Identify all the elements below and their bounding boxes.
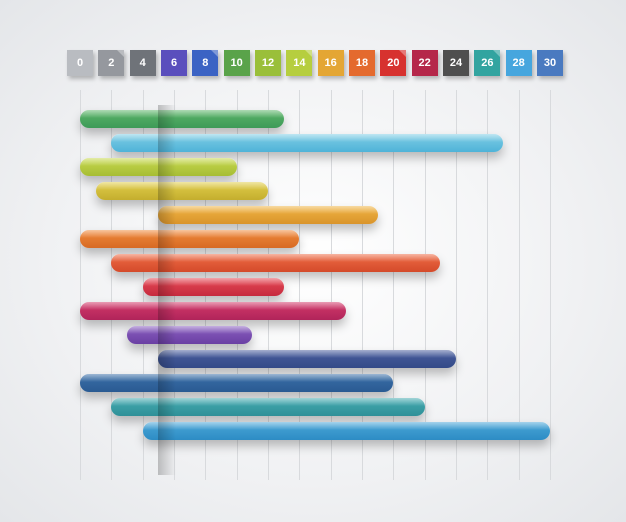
axis-tick-16: 16 [318, 50, 344, 76]
axis-tick-24: 24 [443, 50, 469, 76]
bar-5 [80, 230, 299, 248]
gantt-chart: 024681012141618202224262830 [80, 50, 550, 480]
bar-6 [111, 254, 440, 272]
bar-2 [80, 158, 237, 176]
axis-tick-14: 14 [286, 50, 312, 76]
axis-tick-18: 18 [349, 50, 375, 76]
axis-tick-20: 20 [380, 50, 406, 76]
bar-10 [158, 350, 456, 368]
bar-12 [111, 398, 424, 416]
bar-11 [80, 374, 393, 392]
axis-tick-26: 26 [474, 50, 500, 76]
axis-tick-2: 2 [98, 50, 124, 76]
bar-8 [80, 302, 346, 320]
bar-1 [111, 134, 503, 152]
axis-tick-22: 22 [412, 50, 438, 76]
axis-tick-0: 0 [67, 50, 93, 76]
bars-area [80, 110, 550, 470]
axis-tick-30: 30 [537, 50, 563, 76]
axis-tick-10: 10 [224, 50, 250, 76]
axis-tick-28: 28 [506, 50, 532, 76]
bar-9 [127, 326, 252, 344]
bar-7 [143, 278, 284, 296]
axis-tick-6: 6 [161, 50, 187, 76]
axis-tick-12: 12 [255, 50, 281, 76]
axis-tick-8: 8 [192, 50, 218, 76]
bar-4 [158, 206, 377, 224]
bar-3 [96, 182, 268, 200]
axis-tabs: 024681012141618202224262830 [80, 50, 550, 78]
gridline [550, 90, 551, 480]
bar-0 [80, 110, 284, 128]
axis-tick-4: 4 [130, 50, 156, 76]
bar-13 [143, 422, 550, 440]
